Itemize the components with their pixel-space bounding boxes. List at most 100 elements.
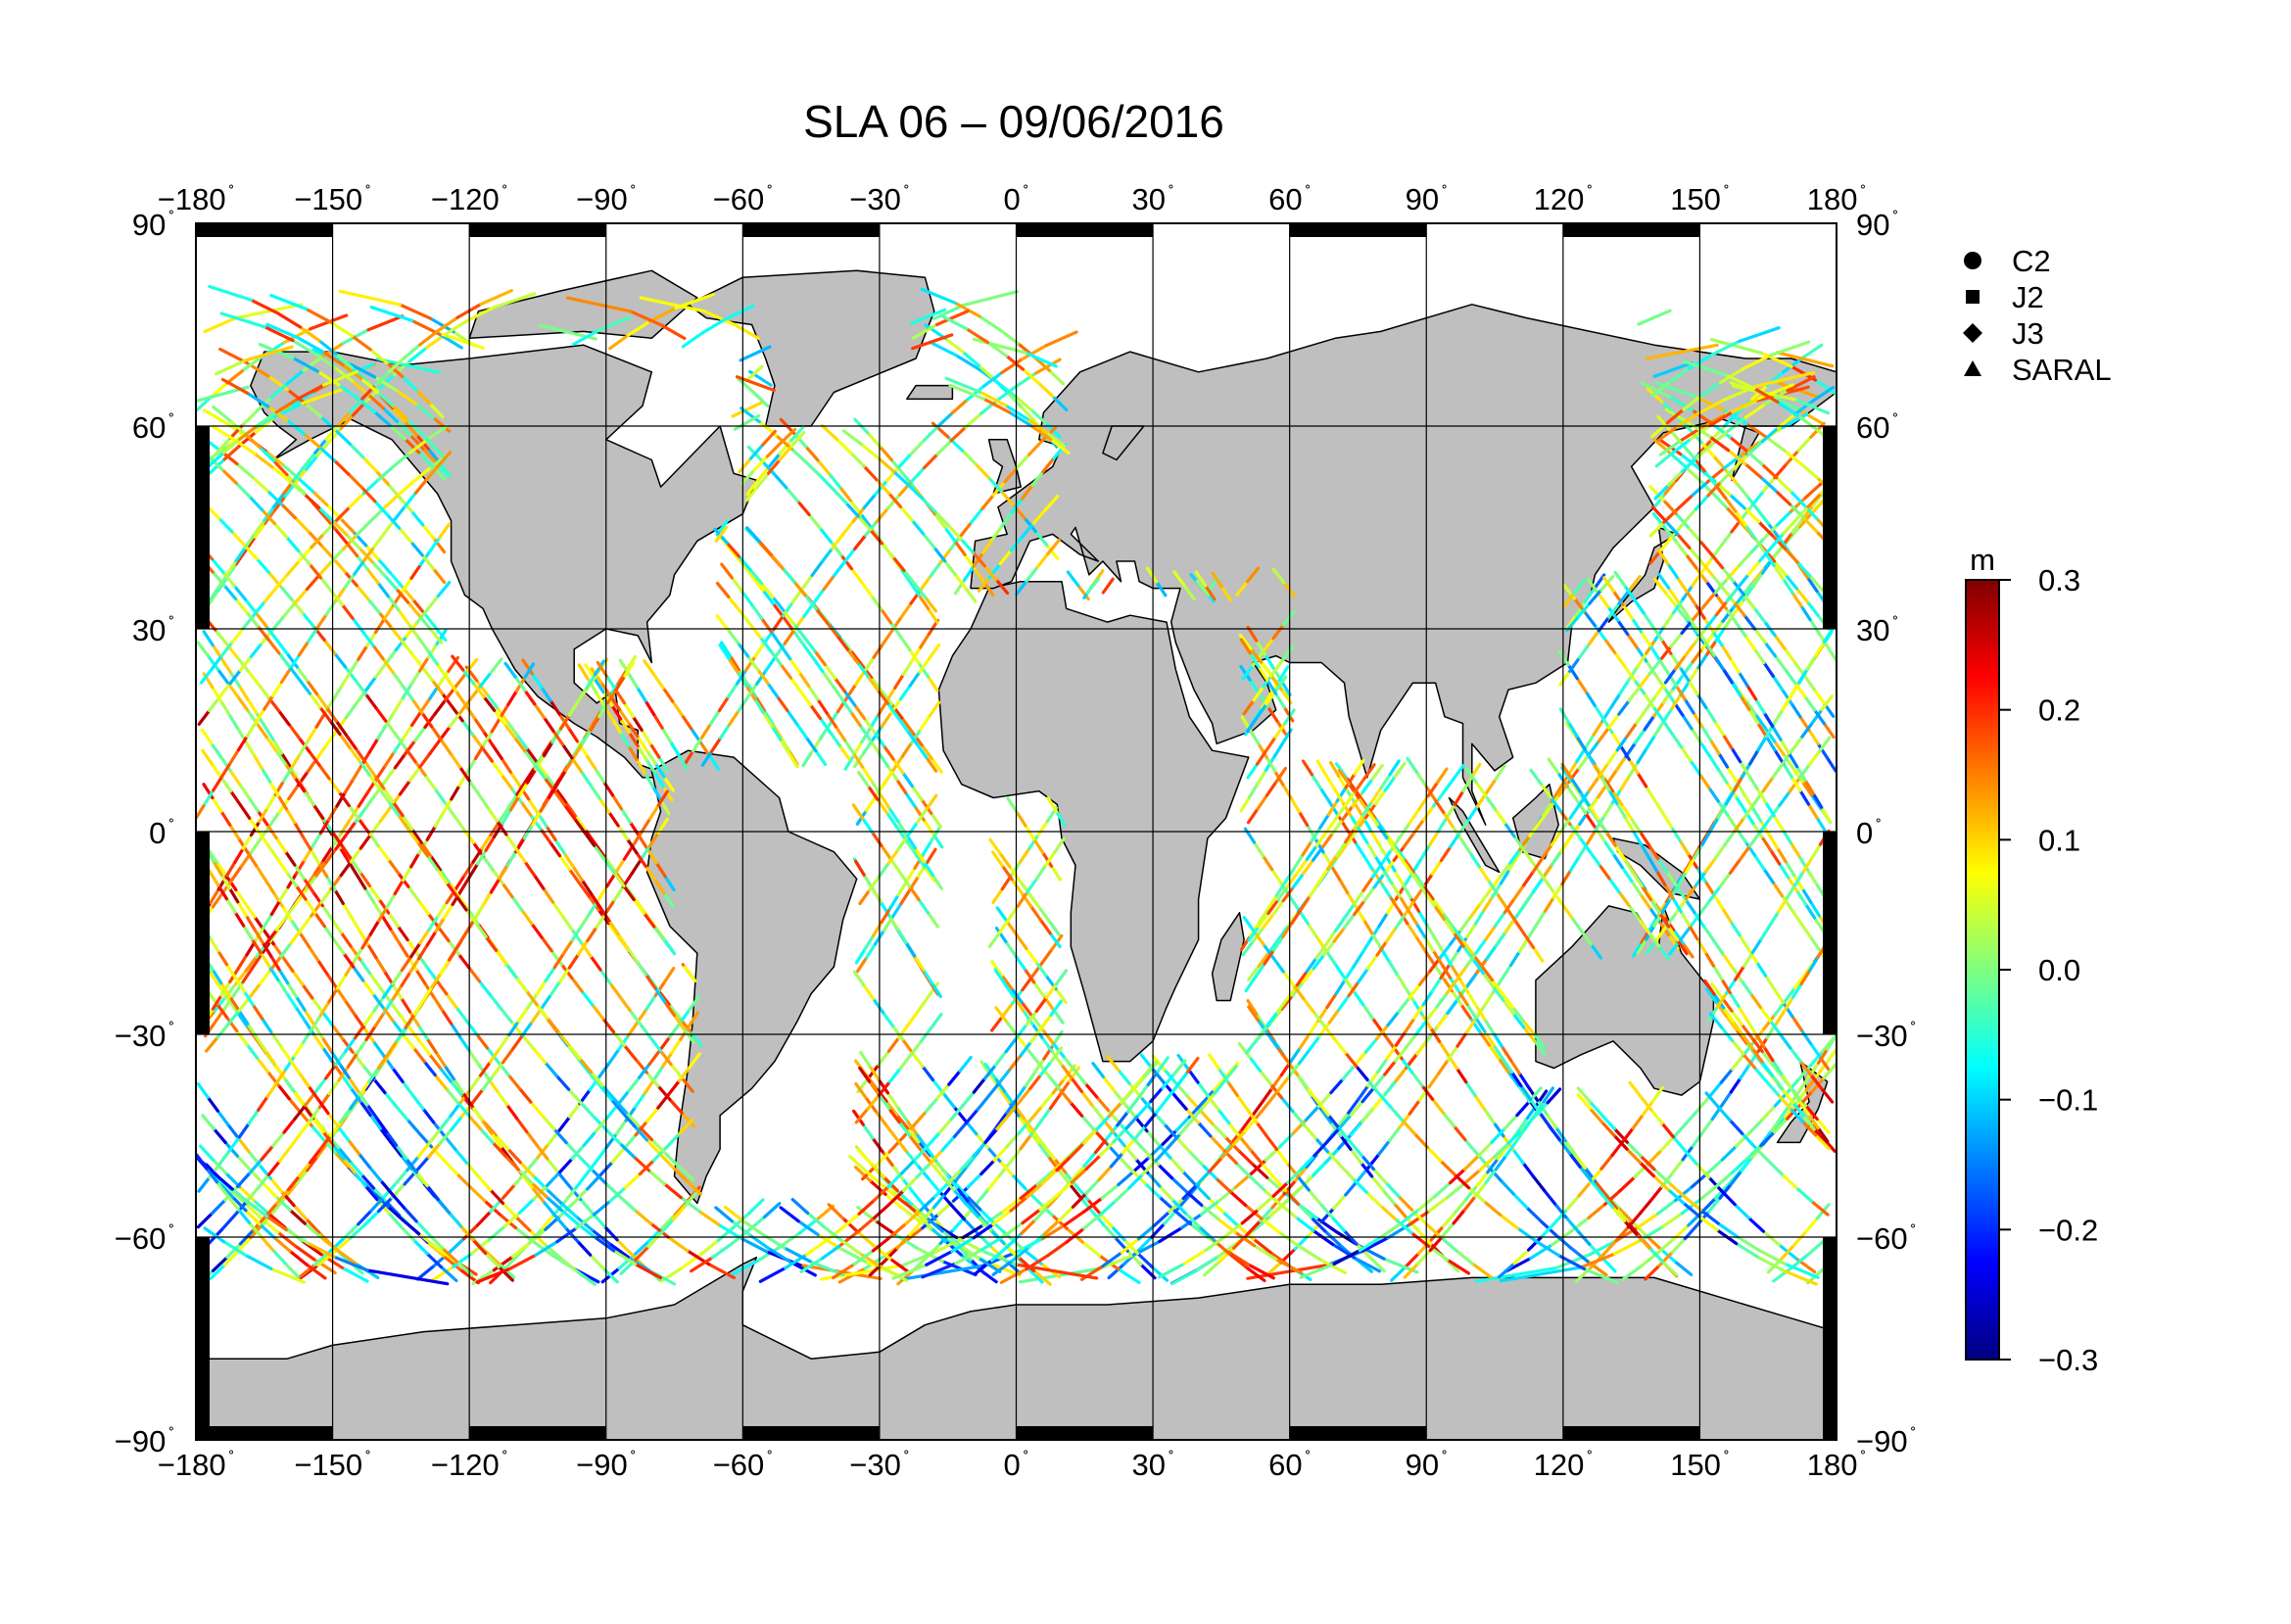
track-segment	[1404, 1031, 1418, 1050]
track-segment	[1722, 384, 1758, 402]
track-segment	[920, 497, 937, 514]
track-segment	[1728, 493, 1746, 510]
track-segment	[453, 671, 468, 689]
track-segment	[1659, 1134, 1676, 1152]
track-segment	[926, 675, 939, 693]
track-segment	[1261, 692, 1273, 709]
track-segment	[286, 980, 298, 999]
track-segment	[671, 699, 684, 717]
track-segment	[1024, 824, 1036, 841]
track-segment	[332, 1255, 369, 1272]
track-segment	[1240, 1208, 1261, 1225]
track-segment	[1174, 1115, 1191, 1132]
track-segment	[1325, 853, 1339, 871]
track-segment	[1208, 1156, 1224, 1173]
track-segment	[924, 323, 947, 341]
track-segment	[953, 539, 967, 556]
track-segment	[1025, 1046, 1039, 1064]
track-segment	[1632, 597, 1646, 615]
track-segment	[1217, 1107, 1231, 1125]
track-segment	[540, 1213, 555, 1231]
track-segment	[1307, 1188, 1322, 1206]
track-segment	[1621, 1264, 1644, 1281]
track-segment	[879, 1181, 899, 1199]
track-segment	[1034, 358, 1062, 375]
track-segment	[998, 851, 1012, 869]
track-segment	[310, 831, 322, 849]
track-segment	[748, 443, 765, 460]
track-segment	[637, 834, 649, 851]
track-segment	[376, 581, 390, 598]
track-segment	[208, 586, 220, 603]
track-segment	[1739, 759, 1751, 778]
track-segment	[533, 762, 547, 780]
track-segment	[235, 1028, 249, 1047]
track-segment	[813, 649, 827, 667]
track-segment	[1640, 884, 1652, 902]
track-segment	[1280, 993, 1295, 1011]
track-segment	[374, 955, 386, 974]
track-segment	[1414, 922, 1427, 939]
track-segment	[1694, 870, 1707, 887]
track-segment	[632, 897, 646, 915]
track-segment	[315, 958, 329, 976]
track-segment	[1040, 947, 1054, 965]
track-segment	[394, 635, 408, 652]
track-segment	[610, 703, 623, 721]
track-segment	[489, 1188, 505, 1206]
track-segment	[881, 628, 894, 646]
track-segment	[698, 740, 711, 757]
track-segment	[769, 552, 785, 570]
track-segment	[890, 1024, 905, 1041]
track-segment	[419, 431, 436, 449]
track-segment	[1752, 1066, 1768, 1083]
track-segment	[987, 931, 1001, 949]
track-segment	[1419, 843, 1432, 861]
track-segment	[822, 1224, 843, 1242]
track-segment	[927, 606, 939, 624]
track-segment	[1706, 1005, 1720, 1023]
track-segment	[221, 570, 236, 588]
track-segment	[989, 1245, 1009, 1263]
track-segment	[653, 761, 666, 779]
track-segment	[932, 546, 947, 563]
track-segment	[1248, 1055, 1263, 1073]
track-segment	[885, 811, 898, 829]
track-segment	[1528, 1097, 1542, 1115]
track-segment	[1199, 1199, 1221, 1217]
track-segment	[502, 1211, 522, 1228]
track-segment	[1576, 1086, 1592, 1104]
track-segment	[908, 1218, 925, 1237]
track-segment	[1657, 1250, 1675, 1267]
track-segment	[416, 635, 430, 652]
track-segment	[657, 1035, 672, 1053]
track-segment	[381, 1005, 395, 1023]
track-segment	[404, 746, 417, 764]
track-segment	[1296, 1202, 1313, 1219]
track-segment	[1232, 1128, 1248, 1146]
track-segment	[1313, 1140, 1329, 1158]
track-segment	[1445, 802, 1456, 820]
track-segment	[859, 443, 881, 460]
track-segment	[614, 1119, 628, 1136]
track-segment	[1538, 807, 1551, 825]
track-segment	[409, 851, 421, 869]
track-segment	[751, 391, 770, 408]
track-segment	[802, 636, 817, 653]
track-segment	[469, 1074, 483, 1091]
track-segment	[1030, 470, 1045, 487]
track-segment	[435, 628, 448, 646]
track-segment	[1252, 1244, 1278, 1262]
track-segment	[921, 968, 934, 985]
track-segment	[471, 682, 486, 699]
track-segment	[505, 1147, 522, 1165]
track-segment	[901, 659, 914, 677]
track-segment	[767, 452, 782, 469]
track-segment	[651, 712, 664, 730]
track-segment	[1347, 1097, 1360, 1115]
track-segment	[658, 1049, 673, 1067]
track-segment	[1798, 921, 1812, 938]
track-segment	[1703, 950, 1716, 968]
track-segment	[607, 333, 631, 351]
track-segment	[234, 481, 252, 499]
